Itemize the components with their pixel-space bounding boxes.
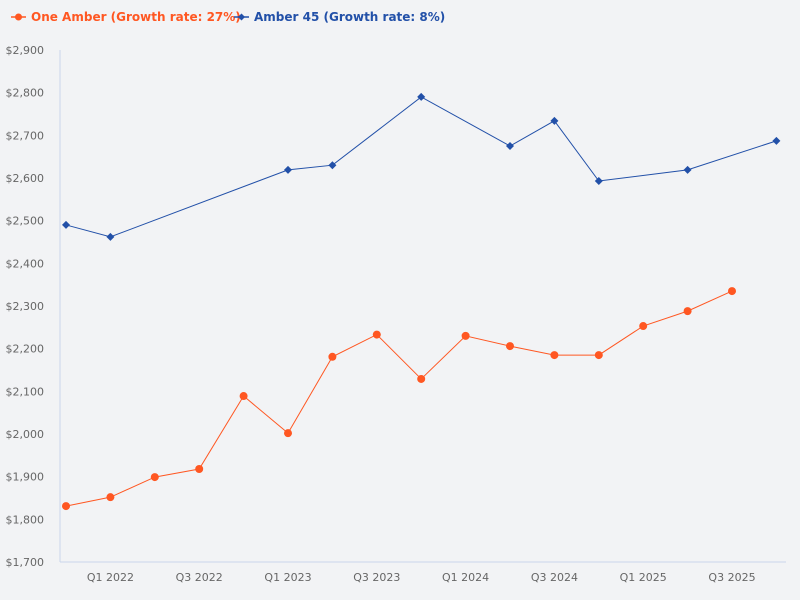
data-point[interactable] — [417, 374, 426, 383]
data-point[interactable] — [417, 92, 426, 101]
y-axis-ticks: $1,700 $1,800 $1,900 $2,000 $2,100 $2,200 $2,3… — [6, 44, 45, 569]
data-point[interactable] — [683, 307, 692, 316]
data-point[interactable] — [594, 176, 603, 185]
x-tick-label: Q3 2024 — [531, 571, 578, 584]
x-tick-label: Q3 2023 — [353, 571, 400, 584]
data-point[interactable] — [328, 352, 337, 361]
y-tick-label: $2,200 — [6, 343, 45, 356]
data-point[interactable] — [772, 136, 781, 145]
data-point[interactable] — [639, 322, 648, 331]
y-tick-label: $1,700 — [6, 556, 45, 569]
y-tick-label: $2,600 — [6, 172, 45, 185]
data-point[interactable] — [683, 165, 692, 174]
data-point[interactable] — [106, 232, 115, 241]
y-tick-label: $2,300 — [6, 300, 45, 313]
y-tick-label: $2,700 — [6, 129, 45, 142]
data-point[interactable] — [728, 287, 736, 296]
y-tick-label: $2,500 — [6, 215, 45, 228]
legend-label: Amber 45 (Growth rate: 8%) — [254, 10, 445, 24]
y-tick-label: $1,900 — [6, 471, 45, 484]
x-tick-label: Q1 2022 — [87, 571, 134, 584]
data-point[interactable] — [461, 331, 470, 340]
y-tick-label: $2,100 — [6, 385, 45, 398]
x-tick-label: Q1 2024 — [442, 571, 489, 584]
data-point[interactable] — [372, 330, 381, 339]
x-tick-label: Q3 2022 — [176, 571, 223, 584]
legend-label: One Amber (Growth rate: 27%) — [31, 10, 241, 24]
x-axis-ticks: Q1 2022 Q3 2022 Q1 2023 Q3 2023 Q1 2024 Q3 20… — [87, 571, 756, 584]
y-tick-label: $2,900 — [6, 44, 45, 57]
legend-item-one-amber[interactable]: One Amber (Growth rate: 27%) — [11, 10, 241, 24]
series-0 — [62, 287, 736, 511]
y-tick-label: $2,000 — [6, 428, 45, 441]
data-point[interactable] — [195, 464, 204, 473]
data-point[interactable] — [506, 142, 514, 150]
legend-circle-marker-icon — [15, 13, 22, 21]
data-point[interactable] — [284, 165, 292, 174]
legend-diamond-marker-icon — [238, 13, 245, 21]
data-point[interactable] — [150, 473, 159, 482]
series-group — [62, 92, 781, 511]
data-point[interactable] — [106, 493, 115, 502]
x-tick-label: Q3 2025 — [708, 571, 755, 584]
data-point[interactable] — [506, 342, 514, 351]
data-point[interactable] — [594, 351, 603, 360]
y-tick-label: $2,800 — [6, 87, 45, 100]
y-tick-label: $1,800 — [6, 513, 45, 526]
series-1 — [62, 92, 781, 241]
data-point[interactable] — [550, 351, 559, 360]
legend-item-amber-45[interactable]: Amber 45 (Growth rate: 8%) — [234, 10, 445, 24]
y-tick-label: $2,400 — [6, 257, 45, 270]
x-tick-label: Q1 2023 — [264, 571, 311, 584]
data-point[interactable] — [328, 161, 337, 170]
data-point[interactable] — [62, 220, 70, 229]
x-tick-label: Q1 2025 — [620, 571, 667, 584]
data-point[interactable] — [239, 392, 248, 401]
data-point[interactable] — [284, 429, 292, 438]
data-point[interactable] — [62, 502, 70, 511]
series-line — [65, 290, 733, 507]
series-line — [65, 96, 777, 238]
data-point[interactable] — [550, 116, 559, 125]
legend: One Amber (Growth rate: 27%) Amber 45 (G… — [11, 10, 445, 24]
